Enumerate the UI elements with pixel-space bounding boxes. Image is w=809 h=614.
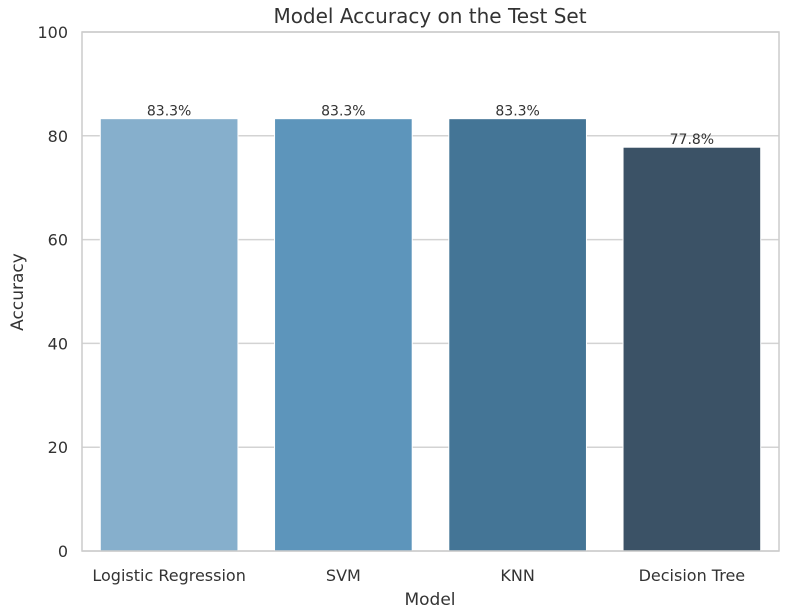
bar [448,118,587,552]
chart-title: Model Accuracy on the Test Set [273,4,586,28]
x-tick-label: SVM [326,566,361,585]
bar-value-label: 83.3% [147,104,191,120]
bar-value-label: 77.8% [670,132,714,148]
y-axis-label: Accuracy [8,253,28,331]
bar [274,118,413,552]
plot-frame [81,31,780,552]
y-tick-label: 0 [58,542,68,561]
y-tick-label: 20 [48,438,68,457]
y-axis-ticks: 0 20 40 60 80 100 [37,23,68,561]
bars-layer [99,118,762,552]
bar-value-label: 83.3% [321,104,365,120]
x-axis-ticks: Logistic Regression SVM KNN Decision Tree [92,566,745,585]
y-tick-label: 100 [37,23,68,42]
y-tick-label: 60 [48,231,68,250]
bar [622,146,762,552]
x-tick-label: Decision Tree [639,566,746,585]
x-tick-label: Logistic Regression [92,566,245,585]
x-axis-label: Model [404,590,455,610]
y-tick-label: 40 [48,334,68,353]
bar [99,118,239,552]
bar-value-label: 83.3% [495,104,539,120]
x-tick-label: KNN [500,566,534,585]
data-labels: 83.3% 83.3% 83.3% 77.8% [147,104,714,149]
y-tick-label: 80 [48,127,68,146]
